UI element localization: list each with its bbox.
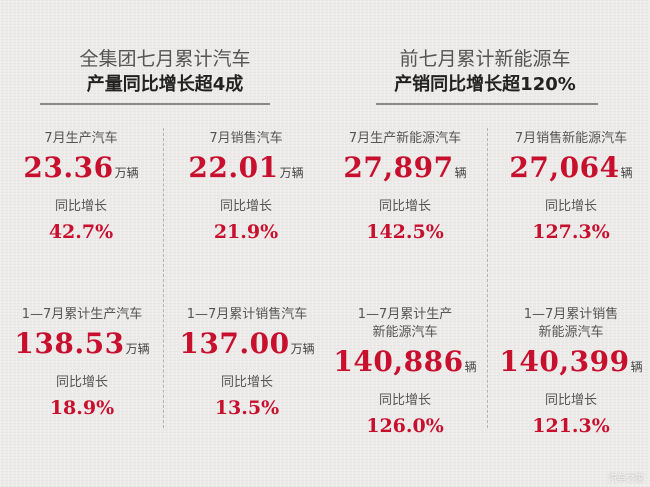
- stat-label: 7月销售汽车: [209, 131, 283, 146]
- growth-label: 同比增长: [220, 375, 273, 390]
- stat-value: 27,897辆: [322, 148, 488, 193]
- growth-value: 142.5%: [366, 221, 444, 243]
- stat-label-line2: 新能源汽车: [538, 325, 604, 340]
- stat-label: 1—7月累计销售: [523, 307, 619, 322]
- stat-value: 22.01万辆: [166, 148, 326, 193]
- growth-label: 同比增长: [544, 199, 597, 214]
- header-right: 前七月累计新能源车 产销同比增长超120%: [350, 46, 620, 98]
- stat-unit: 辆: [620, 166, 633, 180]
- stat-number: 140,399: [499, 345, 630, 378]
- growth-value: 127.3%: [532, 221, 610, 243]
- header-left-subtitle: 产量同比增长超4成: [86, 74, 244, 95]
- stat-value: 140,886辆: [320, 342, 490, 387]
- header-left-title: 全集团七月累计汽车: [79, 48, 251, 70]
- growth-value: 42.7%: [48, 221, 114, 243]
- column-divider: [487, 128, 488, 428]
- column-divider: [163, 128, 164, 428]
- growth-label: 同比增长: [378, 393, 431, 408]
- stat-value: 23.36万辆: [0, 148, 162, 193]
- stat-card-ytd-production: 1—7月累计生产汽车 138.53万辆 同比增长 18.9%: [0, 306, 164, 423]
- stat-value: 138.53万辆: [0, 324, 164, 369]
- growth-label: 同比增长: [219, 199, 272, 214]
- stat-card-july-nev-production: 7月生产新能源汽车 27,897辆 同比增长 142.5%: [322, 130, 488, 247]
- stat-label: 7月销售新能源汽车: [514, 131, 628, 146]
- stat-card-ytd-nev-production: 1—7月累计生产 新能源汽车 140,886辆 同比增长 126.0%: [320, 306, 490, 441]
- growth-value: 13.5%: [214, 397, 280, 419]
- stat-label: 1—7月累计生产: [357, 307, 453, 322]
- stat-unit: 万辆: [125, 342, 150, 356]
- header-left-underline: [40, 103, 270, 105]
- stat-unit: 万辆: [279, 166, 304, 180]
- header-right-underline: [376, 103, 598, 105]
- growth-value: 21.9%: [213, 221, 279, 243]
- watermark: 汽车之家: [607, 474, 644, 484]
- growth-value: 126.0%: [366, 415, 444, 437]
- stat-unit: 万辆: [290, 342, 315, 356]
- growth-label: 同比增长: [55, 375, 108, 390]
- stat-number: 137.00: [179, 327, 290, 360]
- growth-label: 同比增长: [54, 199, 107, 214]
- stat-number: 27,897: [343, 151, 454, 184]
- stat-number: 138.53: [14, 327, 125, 360]
- stat-card-july-sales: 7月销售汽车 22.01万辆 同比增长 21.9%: [166, 130, 326, 247]
- stat-card-july-nev-sales: 7月销售新能源汽车 27,064辆 同比增长 127.3%: [492, 130, 650, 247]
- stat-unit: 万辆: [114, 166, 139, 180]
- stat-label: 1—7月累计销售汽车: [186, 307, 308, 322]
- stat-number: 27,064: [509, 151, 620, 184]
- stat-label: 1—7月累计生产汽车: [21, 307, 143, 322]
- stat-number: 140,886: [333, 345, 464, 378]
- stat-label: 7月生产新能源汽车: [348, 131, 462, 146]
- stat-number: 22.01: [188, 151, 279, 184]
- growth-label: 同比增长: [378, 199, 431, 214]
- stat-card-ytd-sales: 1—7月累计销售汽车 137.00万辆 同比增长 13.5%: [166, 306, 328, 423]
- header-left: 全集团七月累计汽车 产量同比增长超4成: [30, 46, 300, 98]
- stat-unit: 辆: [630, 360, 643, 374]
- stat-value: 140,399辆: [492, 342, 650, 387]
- header-right-subtitle: 产销同比增长超120%: [394, 74, 576, 95]
- stat-number: 23.36: [23, 151, 114, 184]
- growth-value: 18.9%: [49, 397, 115, 419]
- growth-label: 同比增长: [544, 393, 597, 408]
- header-right-title: 前七月累计新能源车: [399, 48, 571, 70]
- stat-value: 137.00万辆: [166, 324, 328, 369]
- stat-value: 27,064辆: [492, 148, 650, 193]
- stat-card-july-production: 7月生产汽车 23.36万辆 同比增长 42.7%: [0, 130, 162, 247]
- stat-label: 7月生产汽车: [44, 131, 118, 146]
- stat-card-ytd-nev-sales: 1—7月累计销售 新能源汽车 140,399辆 同比增长 121.3%: [492, 306, 650, 441]
- stat-unit: 辆: [464, 360, 477, 374]
- stat-label-line2: 新能源汽车: [372, 325, 438, 340]
- growth-value: 121.3%: [532, 415, 610, 437]
- stat-unit: 辆: [454, 166, 467, 180]
